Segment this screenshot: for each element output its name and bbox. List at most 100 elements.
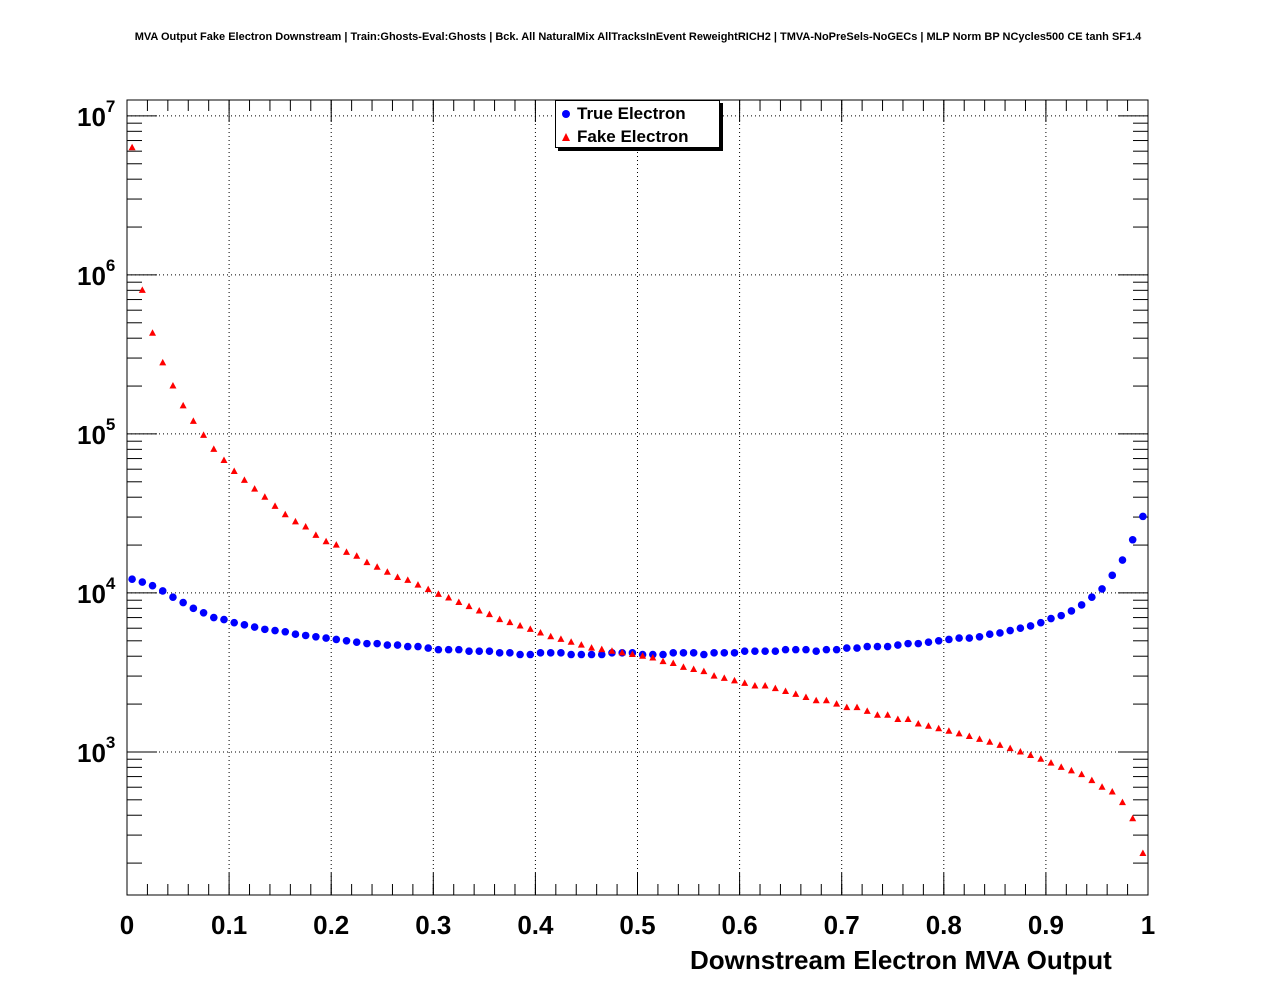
data-point-fake-electron bbox=[986, 738, 994, 745]
data-point-fake-electron bbox=[496, 615, 504, 623]
data-point-true-electron bbox=[506, 649, 514, 657]
y-tick-label: 105 bbox=[77, 415, 115, 450]
data-point-fake-electron bbox=[567, 638, 575, 645]
data-point-true-electron bbox=[342, 637, 351, 645]
data-point-fake-electron bbox=[669, 659, 677, 666]
data-point-fake-electron bbox=[608, 647, 616, 654]
data-point-true-electron bbox=[230, 618, 239, 627]
data-point-fake-electron bbox=[894, 715, 902, 722]
data-point-true-electron bbox=[485, 647, 494, 656]
data-point-true-electron bbox=[761, 647, 769, 656]
x-tick-label: 0 bbox=[120, 910, 134, 940]
x-tick-label: 0.4 bbox=[517, 910, 554, 940]
data-point-true-electron bbox=[832, 645, 841, 654]
data-point-true-electron bbox=[128, 575, 136, 584]
data-point-true-electron bbox=[495, 649, 504, 657]
data-point-fake-electron bbox=[649, 653, 657, 661]
data-point-fake-electron bbox=[271, 502, 279, 509]
data-point-true-electron bbox=[883, 642, 892, 651]
data-point-fake-electron bbox=[914, 719, 922, 727]
data-point-true-electron bbox=[669, 649, 678, 657]
y-tick-label: 107 bbox=[77, 97, 115, 132]
data-point-true-electron bbox=[985, 630, 994, 639]
data-point-fake-electron bbox=[394, 573, 402, 581]
data-point-true-electron bbox=[689, 649, 698, 657]
data-point-fake-electron bbox=[485, 610, 493, 618]
data-point-true-electron bbox=[189, 604, 198, 613]
data-point-true-electron bbox=[403, 642, 412, 651]
data-point-fake-electron bbox=[455, 598, 463, 606]
data-point-true-electron bbox=[1098, 585, 1106, 593]
data-point-fake-electron bbox=[383, 568, 391, 575]
data-point-fake-electron bbox=[189, 417, 197, 424]
x-tick-labels: 0 0.1 0.2 0.3 0.4 0.5 0.6 0.7 0.8 0.9 1 bbox=[120, 910, 1155, 940]
data-point-true-electron bbox=[209, 613, 218, 622]
data-point-true-electron bbox=[169, 593, 177, 602]
data-point-fake-electron bbox=[679, 663, 687, 670]
data-point-true-electron bbox=[220, 615, 228, 624]
data-point-fake-electron bbox=[904, 715, 912, 722]
data-point-fake-electron bbox=[465, 602, 473, 610]
data-point-true-electron bbox=[740, 647, 749, 656]
data-point-true-electron bbox=[751, 647, 759, 656]
data-point-fake-electron bbox=[353, 552, 361, 559]
y-tick-label: 104 bbox=[77, 574, 116, 609]
x-tick-label: 0.3 bbox=[415, 910, 451, 940]
data-point-fake-electron bbox=[955, 729, 963, 737]
x-tick-label: 0.7 bbox=[824, 910, 860, 940]
data-point-fake-electron bbox=[843, 703, 851, 711]
data-point-true-electron bbox=[934, 637, 943, 645]
data-point-fake-electron bbox=[1078, 770, 1086, 778]
data-series bbox=[128, 143, 1147, 856]
data-point-fake-electron bbox=[547, 632, 555, 640]
legend-entry-fake-electron: Fake Electron bbox=[560, 126, 689, 148]
data-point-fake-electron bbox=[1088, 776, 1096, 784]
data-point-true-electron bbox=[802, 645, 810, 654]
data-point-fake-electron bbox=[128, 143, 136, 151]
data-point-true-electron bbox=[455, 645, 463, 654]
data-point-true-electron bbox=[1016, 624, 1025, 633]
data-point-fake-electron bbox=[1129, 814, 1137, 822]
data-point-fake-electron bbox=[1006, 744, 1014, 752]
legend-label-fake-electron: Fake Electron bbox=[577, 127, 689, 146]
data-point-fake-electron bbox=[179, 401, 187, 409]
data-point-true-electron bbox=[138, 578, 147, 586]
data-point-true-electron bbox=[567, 650, 575, 659]
data-point-true-electron bbox=[1139, 512, 1147, 521]
data-point-fake-electron bbox=[720, 674, 728, 681]
data-point-fake-electron bbox=[822, 696, 830, 704]
data-point-true-electron bbox=[557, 649, 565, 657]
data-point-fake-electron bbox=[833, 700, 841, 707]
data-point-true-electron bbox=[546, 649, 555, 657]
data-point-true-electron bbox=[791, 645, 800, 654]
data-point-true-electron bbox=[996, 629, 1004, 637]
data-point-true-electron bbox=[924, 638, 933, 646]
legend-entry-true-electron: True Electron bbox=[560, 103, 686, 125]
data-point-fake-electron bbox=[302, 522, 310, 530]
data-point-fake-electron bbox=[853, 703, 861, 711]
data-point-true-electron bbox=[914, 639, 923, 648]
data-point-true-electron bbox=[271, 626, 279, 635]
data-point-true-electron bbox=[843, 644, 851, 652]
data-point-true-electron bbox=[812, 647, 820, 656]
data-point-fake-electron bbox=[526, 625, 534, 632]
data-point-fake-electron bbox=[159, 358, 167, 366]
data-point-fake-electron bbox=[404, 576, 412, 583]
y-tick-labels: 103 104 105 106 107 bbox=[77, 97, 116, 768]
data-point-fake-electron bbox=[475, 606, 483, 614]
data-point-fake-electron bbox=[516, 621, 524, 629]
data-point-true-electron bbox=[955, 634, 963, 642]
data-point-true-electron bbox=[975, 632, 984, 641]
data-point-fake-electron bbox=[1047, 759, 1055, 766]
data-point-fake-electron bbox=[802, 693, 810, 700]
data-point-true-electron bbox=[945, 635, 953, 644]
data-point-true-electron bbox=[597, 650, 606, 659]
data-point-fake-electron bbox=[149, 329, 157, 336]
data-point-fake-electron bbox=[792, 690, 800, 697]
data-point-fake-electron bbox=[741, 679, 749, 686]
x-axis-label: Downstream Electron MVA Output bbox=[690, 945, 1112, 975]
x-tick-label: 0.9 bbox=[1028, 910, 1064, 940]
data-point-true-electron bbox=[424, 644, 432, 652]
data-point-fake-electron bbox=[618, 648, 626, 656]
